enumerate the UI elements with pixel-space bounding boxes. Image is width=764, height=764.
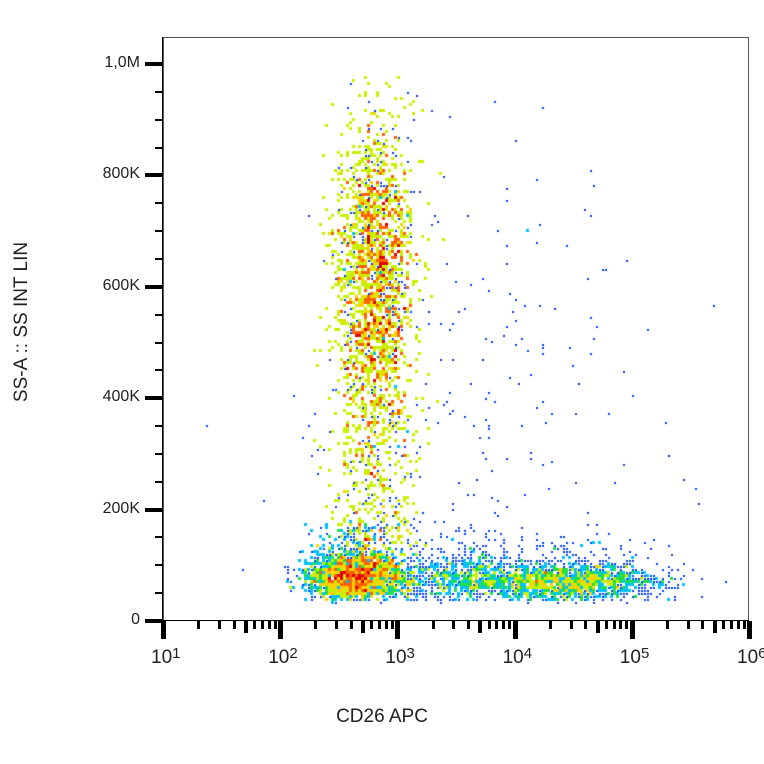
y-minor-tick — [155, 452, 163, 455]
y-minor-tick — [155, 592, 163, 595]
x-minor-tick — [370, 621, 374, 629]
y-minor-tick — [155, 564, 163, 567]
x-minor-tick — [385, 621, 389, 629]
x-minor-tick — [701, 621, 705, 629]
x-minor-tick — [452, 621, 456, 629]
y-tick-label: 800K — [102, 165, 140, 183]
x-minor-tick — [197, 621, 201, 629]
y-minor-tick — [155, 536, 163, 539]
y-minor-tick — [155, 257, 163, 260]
x-tick-exponent: 5 — [640, 645, 650, 662]
x-tick-exponent: 6 — [758, 645, 764, 662]
x-minor-tick — [502, 621, 506, 629]
x-tick-label: 102 — [268, 645, 298, 668]
x-minor-tick — [232, 621, 236, 629]
y-major-tick — [145, 284, 163, 289]
y-minor-tick — [155, 313, 163, 316]
y-major-tick — [145, 507, 163, 512]
x-minor-tick — [378, 621, 382, 629]
x-minor-tick — [612, 621, 616, 629]
x-tick-base: 10 — [502, 647, 524, 668]
x-minor-tick — [736, 621, 740, 629]
x-major-tick — [161, 621, 166, 639]
x-major-tick — [278, 621, 284, 639]
x-minor-tick — [721, 621, 725, 629]
x-tick-base: 10 — [268, 647, 290, 668]
x-minor-tick — [217, 621, 221, 629]
x-tick-label: 106 — [737, 645, 764, 668]
x-tick-label: 103 — [385, 645, 415, 668]
x-axis-title: CD26 APC — [336, 706, 428, 727]
x-minor-tick — [712, 621, 717, 633]
x-tick-label: 105 — [619, 645, 650, 668]
y-tick-label: 400K — [102, 388, 140, 406]
y-minor-tick — [155, 90, 163, 93]
x-minor-tick — [595, 621, 600, 633]
x-minor-tick — [666, 621, 670, 629]
y-major-tick — [145, 62, 163, 66]
y-tick-label: 600K — [102, 276, 140, 294]
y-minor-tick — [155, 369, 163, 372]
y-axis-line — [162, 37, 163, 622]
dot-plot-canvas — [163, 37, 749, 621]
x-minor-tick — [729, 621, 733, 629]
x-tick-label: 104 — [502, 645, 533, 668]
y-major-tick — [145, 396, 163, 401]
x-major-tick — [512, 621, 518, 639]
x-minor-tick — [478, 621, 483, 633]
x-tick-exponent: 1 — [172, 645, 181, 662]
x-minor-tick — [508, 621, 512, 629]
x-minor-tick — [361, 621, 366, 633]
x-minor-tick — [495, 621, 499, 629]
x-tick-base: 10 — [619, 647, 641, 668]
x-tick-label: 101 — [151, 645, 181, 668]
x-minor-tick — [487, 621, 491, 629]
x-major-tick — [747, 621, 752, 639]
x-tick-exponent: 2 — [289, 645, 298, 662]
x-tick-base: 10 — [151, 647, 173, 668]
y-minor-tick — [155, 230, 163, 233]
x-minor-tick — [243, 621, 248, 633]
x-minor-tick — [686, 621, 690, 629]
x-tick-exponent: 4 — [523, 645, 533, 662]
x-minor-tick — [267, 621, 271, 629]
y-minor-tick — [155, 202, 163, 205]
x-minor-tick — [569, 621, 573, 629]
y-major-tick — [145, 173, 163, 178]
x-minor-tick — [742, 621, 746, 629]
x-major-tick — [395, 621, 401, 639]
y-tick-label: 1,0M — [104, 54, 140, 71]
x-minor-tick — [349, 621, 353, 629]
y-tick-label: 0 — [131, 611, 140, 628]
y-minor-tick — [155, 341, 163, 344]
y-minor-tick — [155, 118, 163, 121]
x-minor-tick — [466, 621, 470, 629]
x-minor-tick — [261, 621, 265, 629]
x-axis-line — [163, 620, 749, 621]
y-axis-title: SS-A :: SS INT LIN — [11, 241, 32, 403]
x-minor-tick — [625, 621, 629, 629]
x-minor-tick — [431, 621, 435, 629]
x-minor-tick — [391, 621, 395, 629]
y-minor-tick — [155, 146, 163, 149]
x-minor-tick — [314, 621, 318, 629]
y-tick-label: 200K — [102, 499, 140, 517]
x-minor-tick — [584, 621, 588, 629]
x-tick-base: 10 — [385, 647, 407, 668]
x-major-tick — [629, 621, 635, 639]
y-minor-tick — [155, 480, 163, 483]
x-minor-tick — [619, 621, 623, 629]
x-tick-base: 10 — [737, 647, 759, 668]
y-major-tick — [145, 619, 163, 623]
x-minor-tick — [273, 621, 277, 629]
x-minor-tick — [604, 621, 608, 629]
x-tick-exponent: 3 — [406, 645, 415, 662]
y-minor-tick — [155, 425, 163, 428]
x-minor-tick — [548, 621, 552, 629]
x-minor-tick — [335, 621, 339, 629]
x-minor-tick — [253, 621, 257, 629]
